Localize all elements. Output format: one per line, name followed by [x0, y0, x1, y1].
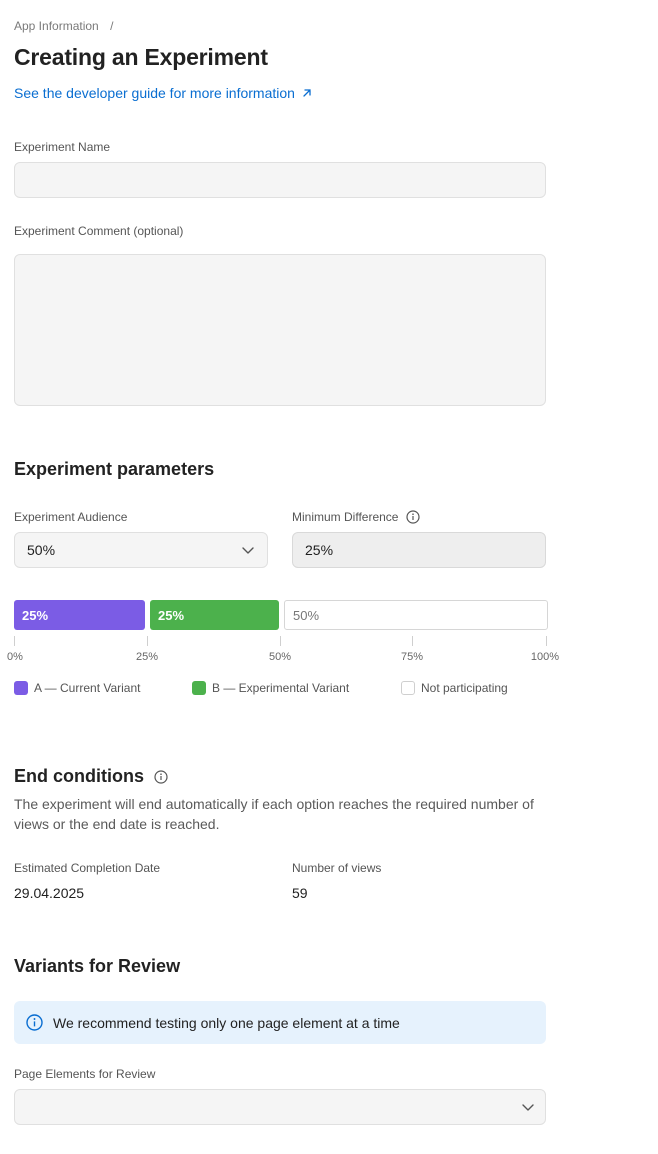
breadcrumb-item-app-information[interactable]: App Information — [14, 19, 99, 33]
recommendation-notice-text: We recommend testing only one page eleme… — [53, 1014, 400, 1031]
variants-for-review-title: Variants for Review — [14, 956, 181, 976]
legend-label-b: B — Experimental Variant — [212, 681, 350, 695]
developer-guide-link[interactable]: See the developer guide for more informa… — [14, 85, 313, 101]
completion-date-value: 29.04.2025 — [14, 885, 85, 901]
chevron-down-icon — [242, 547, 254, 554]
page-title: Creating an Experiment — [14, 44, 268, 70]
axis-tick — [14, 636, 15, 646]
minimum-difference-field[interactable]: 25% — [292, 532, 546, 568]
minimum-difference-label: Minimum Difference — [292, 510, 399, 524]
axis-tick-label: 50% — [268, 651, 292, 663]
info-icon[interactable] — [154, 769, 168, 784]
info-icon — [26, 1014, 43, 1031]
segment-b-label: 25% — [158, 607, 185, 623]
legend-item-variant-a: A — Current Variant — [14, 681, 141, 695]
axis-tick-label: 75% — [400, 651, 424, 663]
number-of-views-value: 59 — [292, 885, 308, 901]
experiment-comment-textarea[interactable] — [14, 254, 546, 406]
info-icon[interactable] — [406, 510, 421, 524]
axis-tick-label: 100% — [530, 651, 560, 663]
axis-tick — [546, 636, 547, 646]
legend-label-a: A — Current Variant — [34, 681, 141, 695]
experiment-audience-label: Experiment Audience — [14, 510, 128, 524]
experiment-audience-value: 50% — [27, 542, 56, 558]
legend-swatch-b — [192, 681, 206, 695]
external-link-arrow-icon — [303, 89, 311, 97]
end-conditions-description: The experiment will end automatically if… — [14, 796, 534, 832]
axis-tick-label: 25% — [135, 651, 159, 663]
number-of-views-label: Number of views — [292, 861, 382, 875]
legend-item-not-participating: Not participating — [401, 681, 508, 695]
legend-swatch-not-participating — [401, 681, 415, 695]
experiment-comment-label: Experiment Comment (optional) — [14, 224, 184, 238]
completion-date-label: Estimated Completion Date — [14, 861, 161, 875]
page-elements-label: Page Elements for Review — [14, 1067, 156, 1081]
axis-tick — [147, 636, 148, 646]
distribution-segment-b: 25% — [150, 600, 279, 630]
distribution-segment-a: 25% — [14, 600, 145, 630]
page-elements-select[interactable] — [14, 1089, 546, 1125]
experiment-name-input[interactable] — [14, 162, 546, 198]
recommendation-notice: We recommend testing only one page eleme… — [14, 1001, 546, 1044]
experiment-name-label: Experiment Name — [14, 140, 111, 154]
end-conditions-header: End conditions — [14, 766, 168, 787]
chevron-down-icon — [522, 1104, 534, 1111]
breadcrumb: App Information / — [14, 19, 113, 33]
segment-not-participating-label: 50% — [293, 607, 320, 623]
minimum-difference-label-row: Minimum Difference — [292, 510, 421, 524]
axis-tick — [412, 636, 413, 646]
axis-tick — [280, 636, 281, 646]
developer-guide-link-label: See the developer guide for more informa… — [14, 85, 295, 101]
breadcrumb-separator: / — [110, 19, 114, 33]
minimum-difference-value: 25% — [305, 542, 334, 558]
end-conditions-title: End conditions — [14, 766, 144, 786]
distribution-segment-not-participating: 50% — [284, 600, 548, 630]
axis-tick-label: 0% — [7, 651, 23, 663]
experiment-audience-select[interactable]: 50% — [14, 532, 268, 568]
segment-a-label: 25% — [22, 607, 49, 623]
legend-label-not-participating: Not participating — [421, 681, 508, 695]
legend-swatch-a — [14, 681, 28, 695]
experiment-parameters-title: Experiment parameters — [14, 459, 215, 479]
legend-item-variant-b: B — Experimental Variant — [192, 681, 349, 695]
